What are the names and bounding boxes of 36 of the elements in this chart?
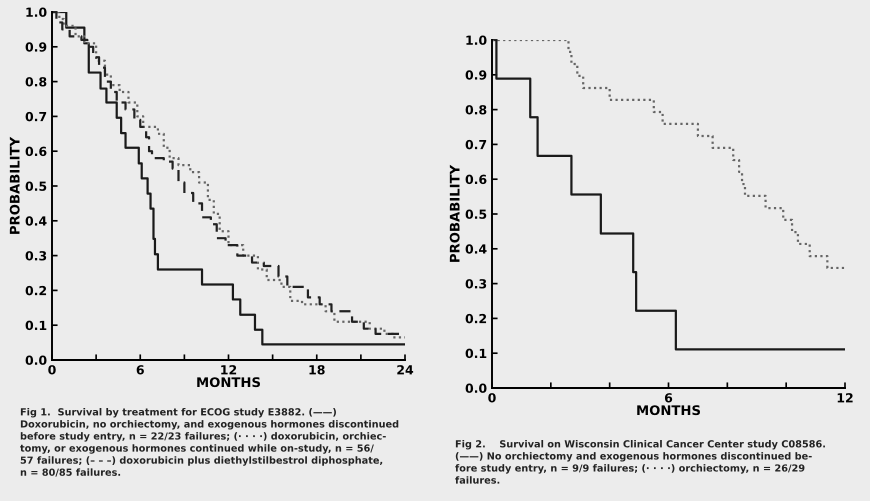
x-tick-label: 24 (397, 365, 414, 374)
y-tick-label: 0.1 (466, 348, 486, 358)
x-tick-label: 0 (48, 365, 56, 375)
x-tick-label: 18 (309, 365, 325, 375)
caption: Fig 1. Survival by treatment for ECOG study E3882. (——) Doxorubicin, no orchiectomy, and exogenous hormones discontinued before study entry, n = 22/23 failures; (· · · ·) doxorubicin, orchiec- tomy, or exogenous hormones continued while on-study, n = 56/ 57 failures; (– – –) doxorubicin plus diethylstilbestrol diphosphate, n = 80/85 failures. (20, 408, 398, 477)
x-tick-label: 12 (221, 365, 236, 374)
y-tick-label: 0.8 (26, 77, 46, 87)
y-tick-label: 0.2 (26, 286, 46, 296)
caption: Fig 2. Survival on Wisconsin Clinical Cancer Center study C08586. (——) No orchiectomy and exogenous hormones discontinued be- fore study entry, n = 9/9 failures; (· · · ·) orchiectomy, n = 26/29 failures. (455, 440, 825, 484)
y-tick-label: 1.0 (466, 35, 487, 45)
y-tick-label: 0.8 (466, 105, 486, 115)
x-axis-title: MONTHS (637, 405, 700, 416)
y-tick-label: 0.5 (466, 209, 486, 219)
y-tick-label: 0.0 (26, 355, 47, 365)
x-tick-label: 6 (136, 365, 144, 375)
y-tick-label: 0.6 (466, 174, 486, 184)
y-tick-label: 0.1 (26, 320, 46, 330)
y-tick-label: 0.4 (466, 244, 487, 254)
y-axis-title: PROBABILITY (450, 164, 460, 262)
x-tick-label: 12 (838, 393, 853, 402)
y-tick-label: 0.0 (466, 383, 487, 393)
y-tick-label: 0.7 (466, 140, 486, 150)
x-axis-title: MONTHS (197, 377, 260, 388)
y-tick-label: 0.5 (26, 181, 46, 191)
y-tick-label: 0.2 (466, 314, 486, 324)
y-tick-label: 0.3 (26, 251, 46, 261)
x-tick-label: 0 (488, 393, 496, 403)
y-tick-label: 0.9 (466, 70, 486, 80)
y-tick-label: 0.7 (26, 112, 46, 122)
y-tick-label: 0.9 (26, 42, 46, 52)
y-tick-label: 0.6 (26, 146, 46, 156)
x-tick-label: 6 (664, 393, 672, 403)
y-tick-label: 0.4 (26, 216, 47, 226)
y-tick-label: 0.3 (466, 279, 486, 289)
y-tick-label: 1.0 (26, 7, 47, 17)
y-axis-title: PROBABILITY (10, 136, 20, 234)
